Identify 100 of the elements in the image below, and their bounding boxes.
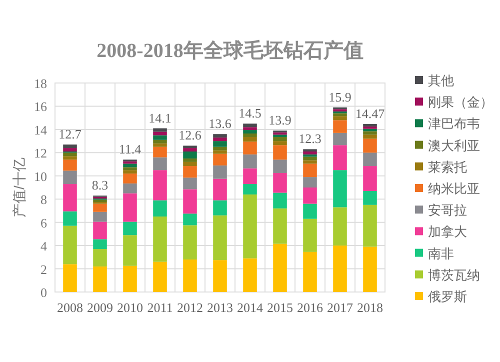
bar [243,258,257,292]
bar [63,156,77,160]
x-tick-label: 2018 [357,300,383,315]
bar [303,204,317,219]
bar [243,142,257,154]
bar [153,143,167,147]
bar [333,246,347,292]
x-tick-label: 2010 [117,300,143,315]
y-axis-title: 产值/十亿 [11,158,27,218]
bar [363,131,377,135]
total-label: 14.1 [148,110,172,126]
bar [333,120,347,133]
bar [183,189,197,214]
legend-label: 其他 [428,73,454,88]
legend-label: 津巴布韦 [428,116,480,132]
bar [243,194,257,258]
bar [63,152,77,156]
bar [333,207,347,246]
bar [63,211,77,226]
total-label: 13.9 [268,112,292,128]
bar [183,148,197,152]
legend-label: 澳大利亚 [428,138,480,153]
legend-label: 安哥拉 [428,202,467,218]
bar [213,146,227,150]
bar [273,192,287,208]
bar [213,200,227,216]
bar [63,170,77,184]
bar [213,154,227,166]
legend-label: 纳米比亚 [428,181,480,196]
legend-label: 刚果（金） [428,94,493,110]
bar [123,266,137,292]
x-tick-label: 2016 [297,300,324,315]
bar [93,249,107,266]
bar [153,146,167,158]
bar [183,162,197,166]
bar [183,166,197,178]
x-tick-label: 2017 [327,300,354,315]
bar [153,128,167,132]
legend-label: 加拿大 [428,224,467,240]
bar [123,164,137,168]
y-tick-label: 12 [34,146,47,161]
bar [303,152,317,154]
bar [243,130,257,134]
bar [303,149,317,152]
bar [363,166,377,191]
bar [183,259,197,292]
bar [273,136,287,142]
bar [153,132,167,136]
x-tick-label: 2011 [147,300,173,315]
total-label: 12.7 [58,126,82,142]
bar [183,214,197,226]
bar [363,190,377,205]
bar [63,144,77,148]
bar [273,244,287,292]
bar [273,160,287,173]
bar [153,170,167,200]
bar [183,178,197,190]
total-label: 8.3 [92,178,108,193]
bar [333,132,347,146]
legend-label: 俄罗斯 [428,289,467,304]
bar [153,135,167,140]
bar [93,212,107,222]
bar [93,266,107,292]
bar [63,160,77,171]
y-tick-label: 2 [40,262,47,277]
bar [303,177,317,188]
bar [333,113,347,116]
bar [123,183,137,194]
bar [333,145,347,170]
bar [153,200,167,217]
bar [303,164,317,178]
bar [303,218,317,252]
bar [273,172,287,193]
bar [93,204,107,212]
legend-label: 南非 [428,246,454,261]
total-label: 14.47 [355,106,386,121]
total-label: 11.4 [118,142,142,157]
bar [363,246,377,292]
bar [183,152,197,158]
x-tick-label: 2013 [207,300,233,315]
bar [243,127,257,130]
bar [123,193,137,222]
bar [213,134,227,138]
bar [123,174,137,184]
bar [123,170,137,174]
bar [93,222,107,240]
total-label: 14.5 [238,106,262,121]
bar [153,157,167,170]
bar [363,138,377,153]
bar [303,160,317,164]
bar [183,146,197,148]
x-tick-label: 2012 [177,300,203,315]
x-tick-label: 2015 [267,300,293,315]
bar [243,134,257,137]
bar [213,165,227,179]
bar [243,136,257,142]
y-tick-label: 10 [34,168,47,184]
bar [183,225,197,260]
y-tick-label: 16 [34,99,48,114]
bar [213,260,227,292]
